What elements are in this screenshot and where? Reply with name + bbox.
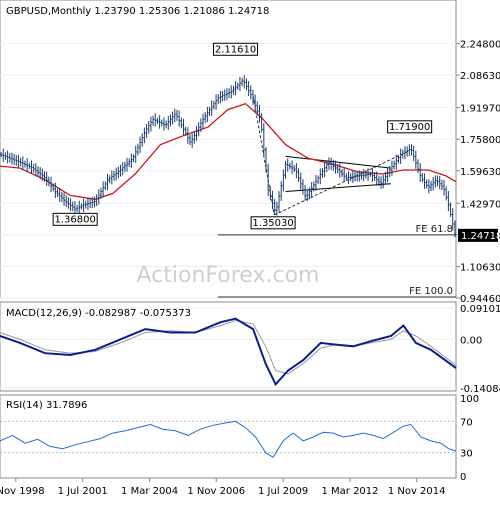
macd-signal-line xyxy=(0,319,457,375)
time-tick-label: 1 Mar 2012 xyxy=(321,486,378,497)
price-header: GBPUSD,Monthly 1.23790 1.25306 1.21086 1… xyxy=(6,6,269,17)
price-axis: 2.24800 2.08630 1.91970 1.75800 1.59630 1.429… xyxy=(456,40,500,305)
candles xyxy=(0,75,456,238)
time-tick-label: 1 Jul 2001 xyxy=(58,486,108,497)
macd-tick-label: 0.00 xyxy=(460,335,482,346)
annotation-box xyxy=(387,120,433,134)
fe-levels: FE 61.8 FE 100.0 xyxy=(218,224,456,298)
last-price-label: 1.24718 xyxy=(461,231,500,242)
price-tick-label: 1.91970 xyxy=(460,104,500,115)
time-tick-label: 1 Nov 2006 xyxy=(187,486,245,497)
rsi-line-path xyxy=(0,420,457,458)
annotation-label: 2.11610 xyxy=(215,44,256,55)
last-price-box xyxy=(458,228,498,242)
rsi-tick-label: 100 xyxy=(460,394,479,405)
price-tick-label: 2.08630 xyxy=(460,71,500,82)
ma-line-path xyxy=(0,102,457,200)
price-tick-label: 1.10630 xyxy=(460,262,500,273)
annotation-box xyxy=(52,212,98,226)
macd-tick-label: 0.091015 xyxy=(460,304,500,315)
time-axis: 1 Nov 1998 1 Jul 2001 1 Mar 2004 1 Nov 2006… xyxy=(0,478,446,497)
macd-main-line xyxy=(0,317,457,387)
annotation-label: 1.36800 xyxy=(54,214,95,225)
time-tick-label: 1 Nov 2014 xyxy=(388,486,446,497)
annotation-box xyxy=(250,216,296,230)
fe-level-label: FE 100.0 xyxy=(409,286,453,297)
price-tick-label: 1.75800 xyxy=(460,135,500,146)
macd-lines xyxy=(0,317,457,387)
macd-axis: 0.091015 0.00 -0.140843 xyxy=(460,304,500,395)
price-annotations: 2.11610 1.71900 1.36800 1.35030 xyxy=(52,42,433,230)
annotation-label: 1.35030 xyxy=(252,218,293,229)
time-tick-label: 1 Jul 2009 xyxy=(258,486,308,497)
fe-level-label: FE 61.8 xyxy=(415,224,453,235)
moving-average xyxy=(0,102,457,200)
rsi-tick-label: 70 xyxy=(460,417,473,428)
triangle-upper-line xyxy=(285,155,391,169)
rsi-axis: 100 70 30 0 xyxy=(460,394,479,483)
macd-header: MACD(12,26,9) -0.082987 -0.075373 xyxy=(6,308,191,319)
rsi-header: RSI(14) 31.7896 xyxy=(6,400,87,411)
rsi-tick-label: 0 xyxy=(460,472,466,483)
rsi-tick-label: 30 xyxy=(460,449,473,460)
annotation-label: 1.71900 xyxy=(389,122,430,133)
annotation-box xyxy=(213,42,259,56)
macd-panel xyxy=(0,301,457,392)
price-tick-label: 0.94460 xyxy=(460,294,500,305)
rsi-line xyxy=(0,420,457,458)
last-price-marker: 1.24718 xyxy=(458,228,500,242)
rsi-gridlines xyxy=(0,420,456,454)
watermark: ActionForex.com xyxy=(137,263,320,288)
macd-tick-label: -0.140843 xyxy=(460,384,500,395)
price-tick-label: 2.24800 xyxy=(460,40,500,51)
time-tick-label: 1 Mar 2004 xyxy=(121,486,178,497)
price-tick-label: 1.59630 xyxy=(460,167,500,178)
rsi-panel xyxy=(0,394,457,479)
time-tick-label: 1 Nov 1998 xyxy=(0,486,45,497)
price-tick-label: 1.42970 xyxy=(460,199,500,210)
